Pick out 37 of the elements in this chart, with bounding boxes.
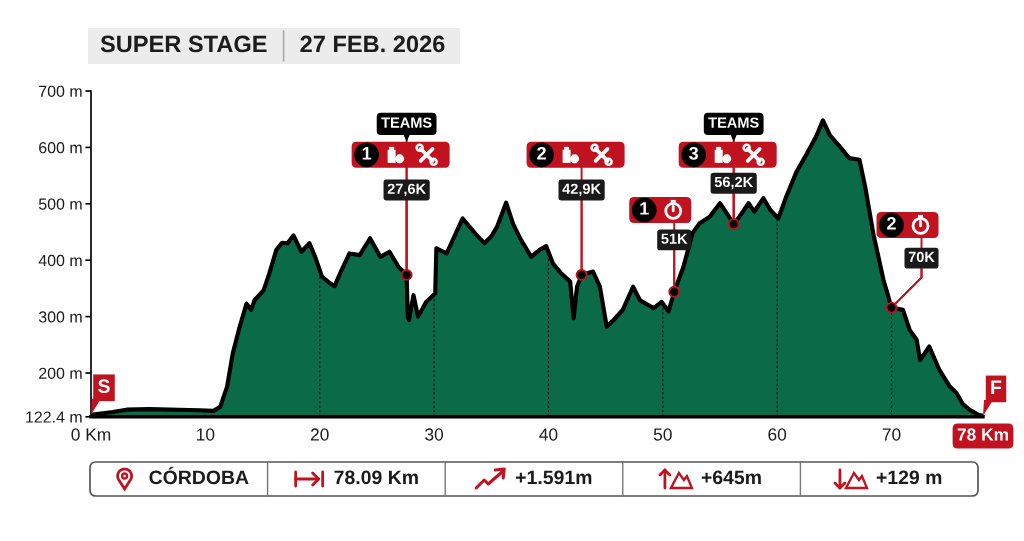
x-tick-label: 78 Km	[957, 428, 1008, 441]
text: +1.591m	[516, 470, 592, 485]
y-tick-label: 300 m	[38, 311, 82, 323]
x-tick-label: 30	[425, 428, 444, 441]
annotation: 2	[537, 146, 546, 160]
annotation: S	[98, 379, 110, 393]
x-tick-label: 60	[768, 428, 787, 441]
y-tick-label: 122.4 m	[26, 411, 82, 423]
y-tick-label: 700 m	[39, 85, 82, 97]
annotation: F	[991, 380, 1002, 394]
x-tick-label: 40	[539, 428, 558, 441]
x-tick-label: 50	[653, 428, 672, 441]
y-tick-label: 500 m	[38, 198, 82, 210]
annotation: 1	[362, 147, 372, 160]
x-tick-label: 20	[310, 428, 329, 441]
chart-title: SUPER STAGE	[100, 35, 267, 53]
annotation: 70K	[908, 251, 935, 263]
annotation: 2	[887, 216, 896, 230]
annotation: 51K	[661, 233, 688, 244]
text: CÓRDOBA	[149, 466, 249, 485]
annotation: 1	[640, 202, 649, 215]
annotation: TEAMS	[381, 117, 432, 128]
text: +645m	[701, 470, 761, 485]
annotation: 3	[689, 146, 699, 160]
x-tick-label: 0 Km	[71, 428, 111, 441]
annotation: 42,9K	[562, 183, 601, 197]
text: 78.09 Km	[334, 470, 418, 485]
annotation: 27,6K	[387, 183, 426, 197]
x-tick-label: 10	[197, 428, 215, 441]
x-tick-label: 70	[882, 428, 901, 441]
chart-subtitle: 27 FEB. 2026	[300, 35, 445, 53]
annotation: TEAMS	[708, 117, 759, 128]
text: +129 m	[876, 470, 942, 485]
y-tick-label: 600 m	[39, 142, 82, 154]
y-tick-label: 400 m	[38, 254, 82, 267]
annotation: 56,2K	[714, 176, 754, 190]
y-tick-label: 200 m	[39, 367, 82, 379]
